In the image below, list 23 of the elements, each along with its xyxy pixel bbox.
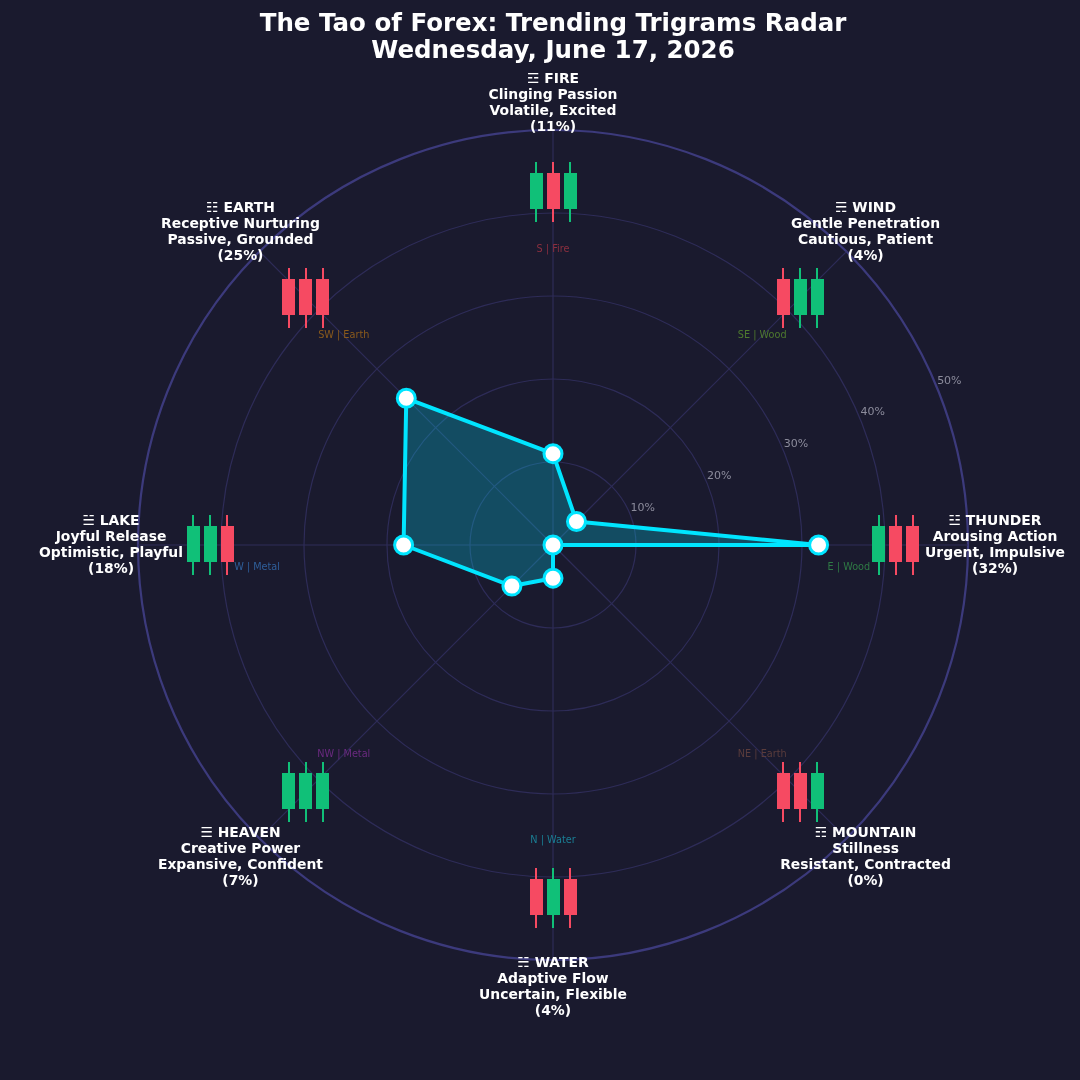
spoke-label: ☵ WATER Adaptive Flow Uncertain, Flexible (4%) xyxy=(479,953,627,1018)
text: E | Wood xyxy=(827,560,871,573)
text: S | Fire xyxy=(536,242,570,255)
y-tick-label: 20% xyxy=(707,468,732,482)
spoke-label: ☱ LAKE Joyful Release Optimistic, Playful (18%) xyxy=(38,511,184,576)
spoke-label: ☶ MOUNTAIN Stillness Resistant, Contracted (0%) xyxy=(780,824,951,889)
spoke-label: ☴ WIND Gentle Penetration Cautious, Patient (4%) xyxy=(791,199,941,264)
spoke-label: ☲ FIRE Clinging Passion Volatile, Excited (11%) xyxy=(488,69,618,134)
text: W | Metal xyxy=(234,560,280,573)
y-tick-label: 40% xyxy=(860,405,885,419)
y-tick-label: 30% xyxy=(783,437,809,451)
chart-title: The Tao of Forex: Trending Trigrams Radar xyxy=(259,8,848,38)
text: NE | Earth xyxy=(737,747,787,760)
text: N | Water xyxy=(530,834,576,847)
y-tick-label: 50% xyxy=(937,373,962,387)
text: SW | Earth xyxy=(318,329,370,342)
spoke-label: ☰ HEAVEN Creative Power Expansive, Confident (7%) xyxy=(157,824,324,889)
y-tick-label: 10% xyxy=(630,500,655,514)
chart-subtitle: Wednesday, June 17, 2026 xyxy=(371,35,735,65)
spoke-label: ☷ EARTH Receptive Nurturing Passive, Grounded (25%) xyxy=(161,199,320,264)
text: SE | Wood xyxy=(737,329,787,342)
text: NW | Metal xyxy=(317,747,371,760)
spoke-label: ☳ THUNDER Arousing Action Urgent, Impulsive (32%) xyxy=(925,511,1065,576)
